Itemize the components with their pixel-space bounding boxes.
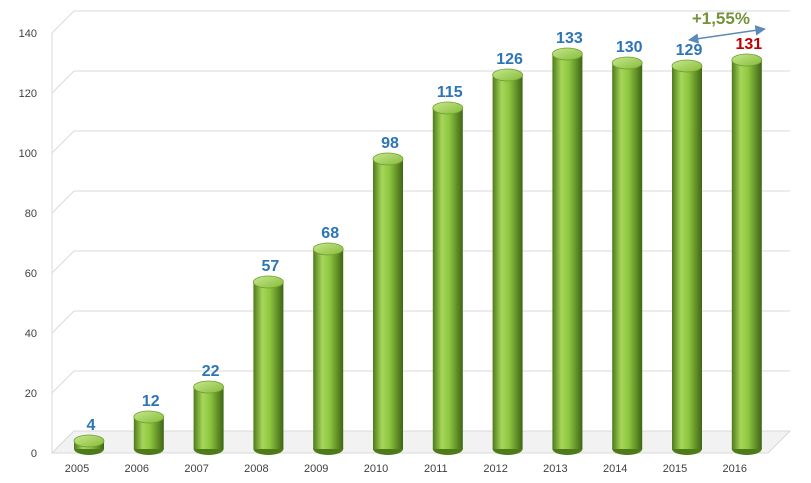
bar-top — [492, 68, 524, 82]
annotation-label: +1,55% — [692, 9, 750, 28]
data-label: 68 — [321, 225, 339, 242]
bar-top — [731, 53, 763, 67]
y-tick-label: 120 — [19, 88, 37, 100]
bar-top — [552, 47, 583, 61]
gridline-depth — [51, 70, 75, 94]
data-label: 4 — [87, 417, 96, 434]
x-tick-label: 2011 — [424, 463, 448, 475]
bar-body — [373, 159, 403, 449]
floor-plane — [50, 430, 792, 454]
bar-body — [313, 249, 344, 449]
y-tick-label: 80 — [25, 208, 37, 220]
data-label: 22 — [202, 363, 220, 380]
bar-body — [672, 66, 702, 449]
x-tick-label: 2014 — [603, 463, 627, 475]
bar-2015 — [671, 59, 703, 455]
bar-top — [611, 56, 643, 70]
y-tick-label: 0 — [31, 448, 37, 460]
bar-top — [312, 242, 344, 256]
x-tick-label: 2005 — [65, 463, 89, 475]
y-tick-label: 60 — [25, 268, 37, 280]
bar-2012 — [492, 68, 524, 455]
bar-body — [253, 282, 284, 449]
x-tick-label: 2015 — [663, 463, 687, 475]
bar-2011 — [432, 101, 464, 455]
bar-2016 — [731, 53, 763, 455]
gridline-depth — [51, 310, 75, 334]
bar-2014 — [611, 56, 643, 455]
gridline-depth — [51, 250, 75, 274]
bar-body — [731, 60, 762, 449]
bar-top — [73, 434, 105, 448]
bar-top — [252, 275, 284, 289]
annotation-arrow — [687, 25, 766, 44]
bar-top — [671, 59, 703, 73]
x-tick-label: 2013 — [543, 463, 567, 475]
x-tick-label: 2009 — [304, 463, 328, 475]
bars — [73, 47, 763, 455]
gridline-depth — [51, 10, 75, 34]
bar-body — [193, 387, 224, 449]
bar-top — [133, 410, 165, 424]
data-label: 133 — [556, 30, 583, 47]
x-axis: 2005 2006 2007 2008 2009 2010 2011 2012 2013 2014… — [65, 463, 747, 475]
y-tick-label: 140 — [19, 28, 37, 40]
bar-body — [432, 108, 463, 449]
bar-2010 — [372, 152, 404, 455]
bar-top — [432, 101, 464, 115]
bar-2013 — [552, 47, 583, 455]
data-label: 130 — [616, 39, 643, 56]
data-label: 129 — [676, 42, 703, 59]
bar-body — [612, 63, 643, 449]
data-label: 57 — [262, 258, 280, 275]
bar-2008 — [252, 275, 284, 455]
growth-annotation: +1,55% — [687, 9, 766, 44]
y-tick-label: 100 — [19, 148, 37, 160]
x-tick-label: 2006 — [125, 463, 149, 475]
x-tick-label: 2010 — [364, 463, 388, 475]
bar-top — [193, 380, 225, 394]
x-tick-label: 2008 — [244, 463, 268, 475]
data-label: 115 — [437, 84, 463, 101]
gridline-depth — [51, 130, 75, 154]
data-label: 131 — [735, 36, 762, 53]
bar-body — [552, 54, 583, 449]
bar-top — [372, 152, 404, 166]
bar-2009 — [312, 242, 344, 455]
data-label: 98 — [381, 135, 399, 152]
bar-2005 — [73, 434, 105, 455]
bar-2007 — [193, 380, 225, 455]
x-tick-label: 2016 — [723, 463, 747, 475]
bar-body — [492, 75, 523, 449]
gridline-depth — [51, 370, 75, 394]
y-tick-label: 40 — [25, 328, 37, 340]
gridline-depth — [51, 190, 75, 214]
data-label: 126 — [496, 51, 523, 68]
chart-floor — [50, 430, 792, 454]
data-label: 12 — [142, 393, 160, 410]
x-tick-label: 2012 — [483, 463, 507, 475]
x-tick-label: 2007 — [184, 463, 208, 475]
y-tick-label: 20 — [25, 388, 37, 400]
data-labels: 4 12 22 57 68 98 115 126 133 130 129 131 — [87, 30, 763, 434]
y-axis: 0 20 40 60 80 100 120 140 — [19, 28, 53, 460]
bar-2006 — [133, 410, 165, 455]
